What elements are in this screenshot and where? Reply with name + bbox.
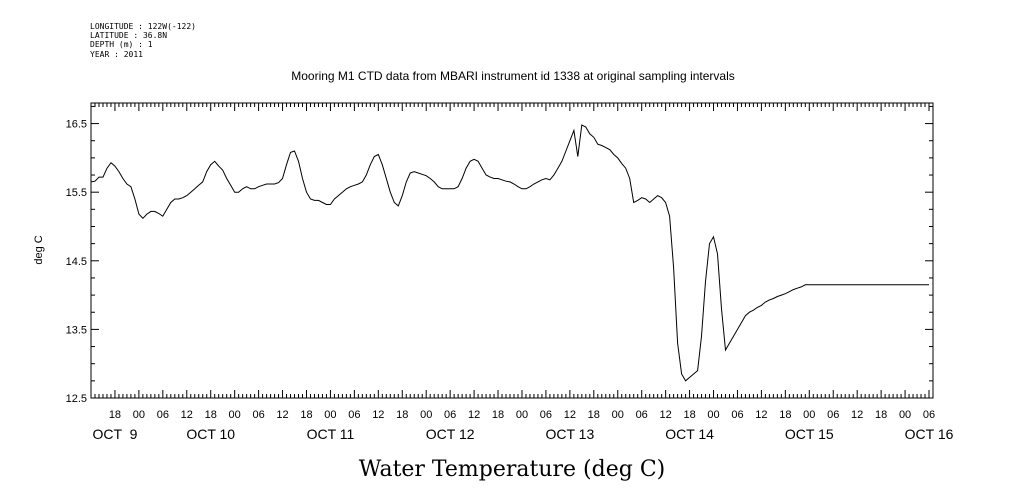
x-hour-label: 12 — [564, 409, 576, 421]
x-hour-label: 18 — [205, 409, 217, 421]
x-hour-label: 00 — [899, 409, 911, 421]
y-tick-label: 12.5 — [66, 393, 87, 405]
x-hour-label: 00 — [324, 409, 336, 421]
x-axis-title: Water Temperature (deg C) — [359, 457, 666, 482]
x-hour-label: 06 — [636, 409, 648, 421]
metadata-block: LONGITUDE : 122W(-122) LATITUDE : 36.8N … — [90, 22, 196, 59]
meta-year: YEAR : 2011 — [90, 50, 143, 59]
x-hour-label: 06 — [157, 409, 169, 421]
x-hour-label: 00 — [516, 409, 528, 421]
x-day-label: OCT 16 — [905, 426, 954, 442]
x-day-label: OCT 15 — [785, 426, 834, 442]
x-day-label: OCT 9 — [93, 426, 138, 442]
x-hour-label: 06 — [444, 409, 456, 421]
x-day-label: OCT 12 — [426, 426, 475, 442]
x-day-label: OCT 13 — [545, 426, 594, 442]
plot-frame — [90, 102, 934, 399]
x-hour-label: 06 — [731, 409, 743, 421]
x-day-label: OCT 10 — [186, 426, 235, 442]
x-hour-label: 12 — [276, 409, 288, 421]
meta-depth: DEPTH (m) : 1 — [90, 40, 153, 49]
y-tick-label: 13.5 — [66, 324, 87, 336]
x-hour-label: 12 — [755, 409, 767, 421]
x-hour-label: 18 — [396, 409, 408, 421]
x-hour-label: 18 — [109, 409, 121, 421]
x-hour-label: 06 — [348, 409, 360, 421]
chart-title: Mooring M1 CTD data from MBARI instrumen… — [291, 69, 735, 83]
y-tick-label: 16.5 — [66, 119, 87, 131]
x-hour-label: 18 — [779, 409, 791, 421]
x-hour-label: 06 — [540, 409, 552, 421]
x-hour-label: 12 — [468, 409, 480, 421]
x-hour-label: 00 — [229, 409, 241, 421]
axis-ticks — [90, 103, 934, 399]
meta-longitude: LONGITUDE : 122W(-122) — [90, 22, 196, 31]
x-tick-labels: 18 00 06 12 18 00 06 12 18 00 06 12 18 00 06 12 18 00 06 12… — [93, 409, 954, 442]
y-tick-label: 15.5 — [66, 187, 87, 199]
x-hour-label: 12 — [851, 409, 863, 421]
x-hour-label: 18 — [300, 409, 312, 421]
y-axis-label: deg C — [33, 235, 45, 264]
x-hour-label: 06 — [827, 409, 839, 421]
x-day-label: OCT 11 — [307, 426, 355, 442]
series-group — [90, 124, 929, 382]
temperature-series-line — [90, 124, 929, 382]
x-hour-label: 12 — [372, 409, 384, 421]
x-hour-label: 00 — [420, 409, 432, 421]
x-hour-label: 00 — [612, 409, 624, 421]
meta-latitude: LATITUDE : 36.8N — [90, 31, 167, 40]
x-day-label: OCT 14 — [665, 426, 714, 442]
x-hour-label: 18 — [588, 409, 600, 421]
x-hour-label: 06 — [252, 409, 264, 421]
y-tick-labels: 12.5 13.5 14.5 15.5 16.5 — [66, 119, 87, 405]
x-hour-label: 00 — [133, 409, 145, 421]
x-hour-label: 12 — [660, 409, 672, 421]
x-hour-label: 18 — [492, 409, 504, 421]
y-tick-label: 14.5 — [66, 256, 87, 268]
x-hour-label: 06 — [923, 409, 935, 421]
x-hour-label: 18 — [875, 409, 887, 421]
x-hour-label: 18 — [683, 409, 695, 421]
x-hour-label: 00 — [803, 409, 815, 421]
x-hour-label: 00 — [707, 409, 719, 421]
x-hour-label: 12 — [181, 409, 193, 421]
